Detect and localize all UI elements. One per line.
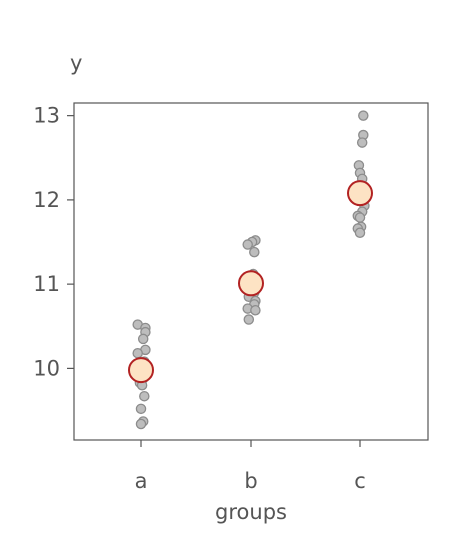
x-tick-label: c — [354, 469, 366, 493]
data-point-a — [133, 349, 142, 358]
mean-marker-c — [348, 181, 372, 205]
data-point-c — [358, 138, 367, 147]
x-axis: a b c — [135, 440, 366, 493]
x-tick-label: a — [135, 469, 148, 493]
mean-marker-a — [129, 358, 153, 382]
data-point-a — [139, 334, 148, 343]
data-point-b — [244, 315, 253, 324]
mean-marker-b — [239, 271, 263, 295]
data-point-c — [355, 228, 364, 237]
data-point-c — [355, 213, 364, 222]
data-points — [133, 111, 369, 429]
data-point-b — [250, 248, 259, 257]
group-means — [129, 181, 372, 382]
x-axis-label: groups — [215, 500, 287, 524]
x-tick-label: b — [244, 469, 257, 493]
data-point-a — [140, 392, 149, 401]
data-point-b — [251, 306, 260, 315]
y-tick-label: 11 — [33, 272, 60, 296]
y-tick-label: 13 — [33, 104, 60, 128]
y-tick-label: 10 — [33, 356, 60, 380]
y-tick-label: 12 — [33, 188, 60, 212]
data-point-b — [243, 240, 252, 249]
y-axis-label: y — [70, 51, 82, 75]
data-point-a — [136, 419, 145, 428]
data-point-c — [359, 111, 368, 120]
data-point-a — [136, 404, 145, 413]
y-axis: 10 11 12 13 — [33, 104, 74, 381]
